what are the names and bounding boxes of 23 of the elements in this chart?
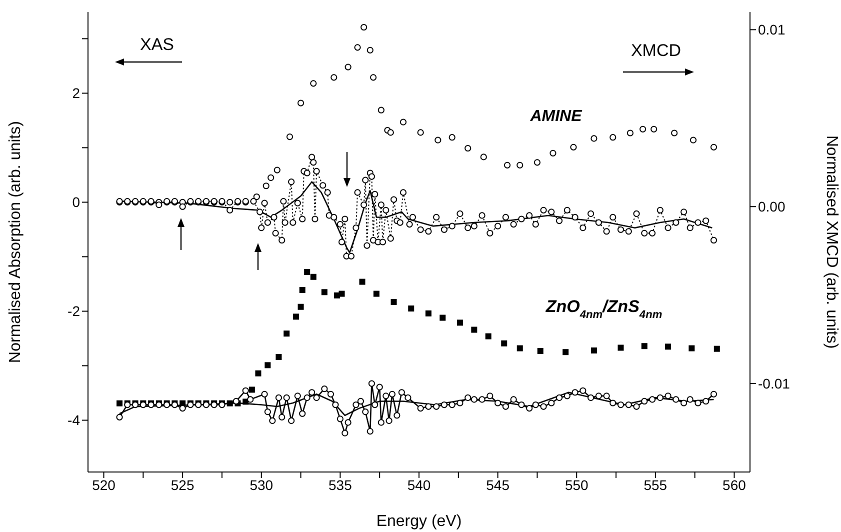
y2-axis-title: Normalised XMCD (arb. units) [823,135,840,349]
x-tick-label: 520 [92,476,116,493]
x-tick-label: 550 [564,476,589,493]
y-tick-label: -2 [68,303,80,320]
x-tick-label: 525 [170,476,194,493]
y-tick-label: 0 [72,194,80,210]
y-axis-title: Normalised Absorption (arb. units) [7,121,24,363]
x-tick-label: 540 [407,476,431,493]
annotation: ZnO$_{4nm}$/ZnS$_{4nm}$ [544,297,662,321]
x-tick-label: 545 [486,476,510,493]
y2-tick-label: 0.01 [758,22,786,38]
x-tick-label: 555 [644,476,668,493]
y2-tick-label: -0.01 [758,376,790,392]
annotation: XAS [140,35,174,54]
y-tick-label: -4 [68,412,80,428]
y2-tick-label: 0.00 [758,198,786,215]
annotation: XMCD [630,41,682,60]
y-tick-label: 2 [72,85,80,102]
x-axis-title: Energy (eV) [376,513,462,530]
x-tick-label: 560 [722,476,746,493]
x-tick-label: 530 [250,476,274,493]
x-tick-label: 535 [328,476,352,493]
annotation: AMINE [529,108,584,125]
